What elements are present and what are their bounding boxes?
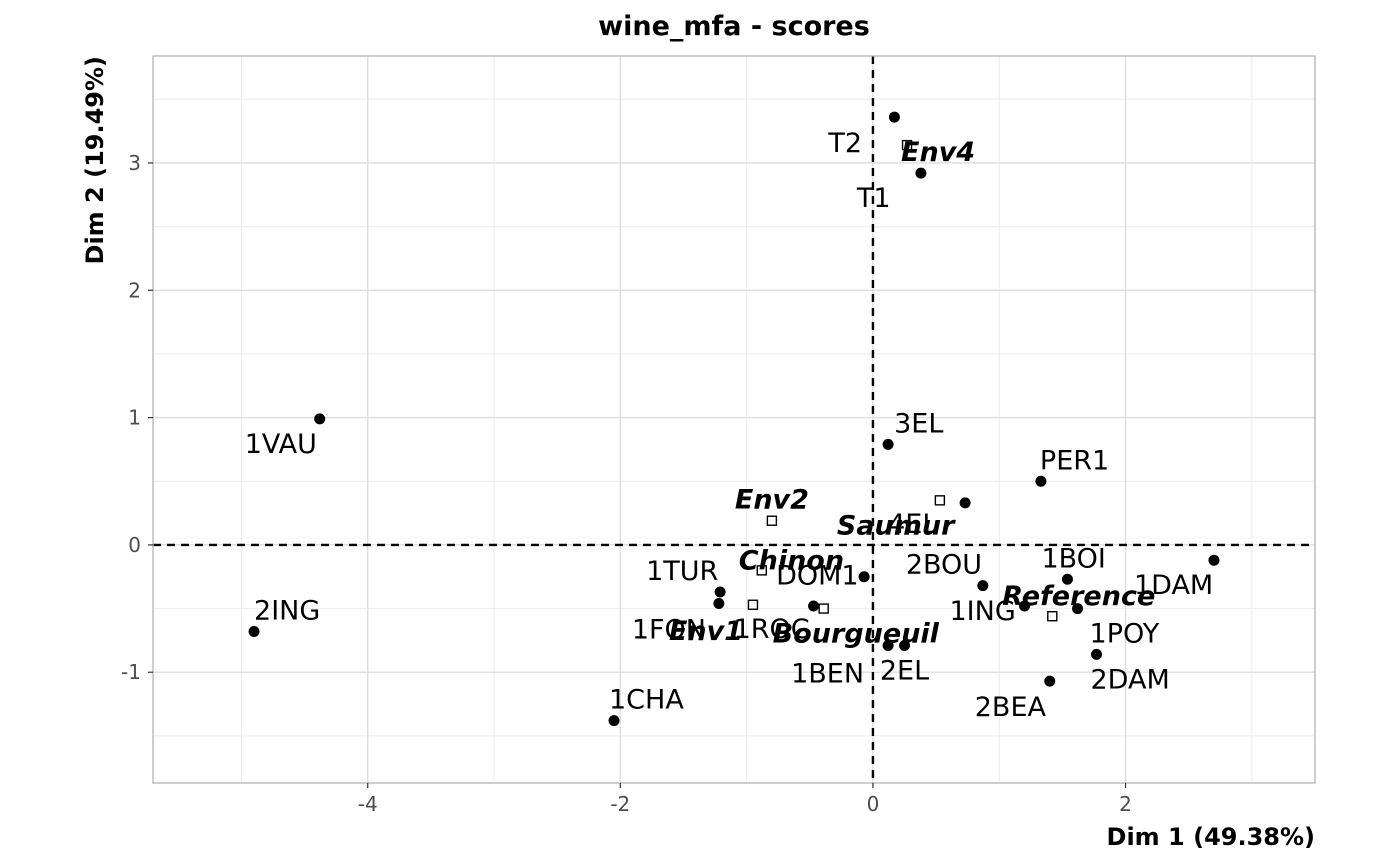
- chinon-label: Chinon: [739, 545, 844, 576]
- dom1-point: [858, 571, 870, 583]
- x-axis-ticks: -4 -2 0 2: [358, 783, 1132, 816]
- x-tick-label: -2: [610, 792, 630, 816]
- grid: [153, 56, 1315, 783]
- y-axis-title: Dim 2 (19.49%): [81, 56, 109, 264]
- chinon-group-marker: [756, 565, 767, 576]
- bourgueuil-label: Bourgueuil: [773, 619, 940, 650]
- 2bou-label: 2BOU: [906, 550, 982, 581]
- x-axis-title: Dim 1 (49.38%): [1107, 823, 1315, 851]
- 2ing-point: [248, 625, 260, 637]
- 1boi-point: [1061, 573, 1073, 585]
- reference-group-marker: [1047, 611, 1058, 622]
- 2dam-label: 2DAM: [1090, 664, 1169, 695]
- points: [248, 111, 1220, 727]
- 1fon-label: 1FON: [632, 614, 706, 645]
- 1roc-point: [808, 600, 820, 612]
- t1-label: T1: [856, 183, 891, 214]
- 1ing-label: 1ING: [950, 596, 1016, 627]
- 1ben-label: 1BEN: [791, 658, 864, 689]
- reference-lines: [153, 56, 1315, 783]
- t1-point: [915, 167, 927, 179]
- env2-label: Env2: [735, 485, 809, 516]
- 2bea-point: [1044, 675, 1056, 687]
- 1dam-point: [1208, 554, 1220, 566]
- env1-label: Env1: [669, 616, 743, 647]
- y-tick-label: 1: [128, 406, 141, 430]
- y-tick-label: -1: [121, 660, 141, 684]
- y-axis-ticks: -1 0 1 2 3: [121, 151, 153, 684]
- per1-label: PER1: [1040, 445, 1109, 476]
- chart-title: wine_mfa - scores: [598, 11, 870, 42]
- 2dam-point: [1090, 648, 1102, 660]
- env1-group-marker: [747, 599, 759, 610]
- 1tur-point: [714, 586, 726, 598]
- y-tick-label: 2: [128, 278, 141, 302]
- x-tick-label: 0: [867, 792, 880, 816]
- y-tick-label: 3: [128, 151, 141, 175]
- 4el-point: [959, 497, 971, 509]
- bourgueuil-group-marker: [818, 603, 829, 614]
- reference-label: Reference: [1002, 581, 1155, 612]
- 1cha-label: 1CHA: [609, 685, 684, 716]
- plot-panel: [153, 56, 1315, 783]
- 3el-label: 3EL: [894, 408, 943, 439]
- 1vau-label: 1VAU: [245, 429, 317, 460]
- 1ben-point: [882, 639, 894, 651]
- 1roc-label: 1ROC: [734, 614, 810, 645]
- env4-label: Env4: [901, 137, 975, 168]
- t2-label: T2: [827, 128, 862, 159]
- 1tur-label: 1TUR: [646, 556, 718, 587]
- saumur-group-marker: [934, 495, 946, 506]
- 1fon-point: [713, 597, 725, 609]
- x-tick-label: -4: [358, 792, 378, 816]
- x-tick-label: 2: [1119, 792, 1132, 816]
- env2-group-marker: [766, 515, 778, 526]
- 4el-label: 4EL: [888, 509, 937, 540]
- dom1-label: DOM1: [776, 561, 859, 592]
- 2el-point: [899, 639, 911, 651]
- point-labels: 2EL 1CHA 1FON 1VAU 1DAM 2BOU 1BOI 3EL DOM1 1TUR 4E…: [245, 128, 1214, 723]
- 2bou-point: [977, 580, 989, 592]
- 1ing-point: [1019, 600, 1030, 612]
- plot-border: [152, 55, 1316, 784]
- per1-point: [1035, 475, 1047, 487]
- 1dam-label: 1DAM: [1134, 570, 1213, 601]
- 1boi-label: 1BOI: [1041, 543, 1105, 574]
- 3el-point: [882, 438, 894, 450]
- saumur-label: Saumur: [837, 510, 956, 541]
- env4-group-marker: [901, 139, 913, 151]
- 2el-label: 2EL: [880, 655, 929, 686]
- 1vau-point: [314, 413, 326, 425]
- 1poy-label: 1POY: [1090, 619, 1160, 650]
- 1poy-point: [1072, 603, 1084, 615]
- 2ing-label: 2ING: [254, 595, 320, 626]
- y-tick-label: 0: [128, 533, 141, 557]
- 1cha-point: [608, 715, 620, 727]
- 2bea-label: 2BEA: [975, 692, 1047, 723]
- t2-point: [888, 111, 900, 123]
